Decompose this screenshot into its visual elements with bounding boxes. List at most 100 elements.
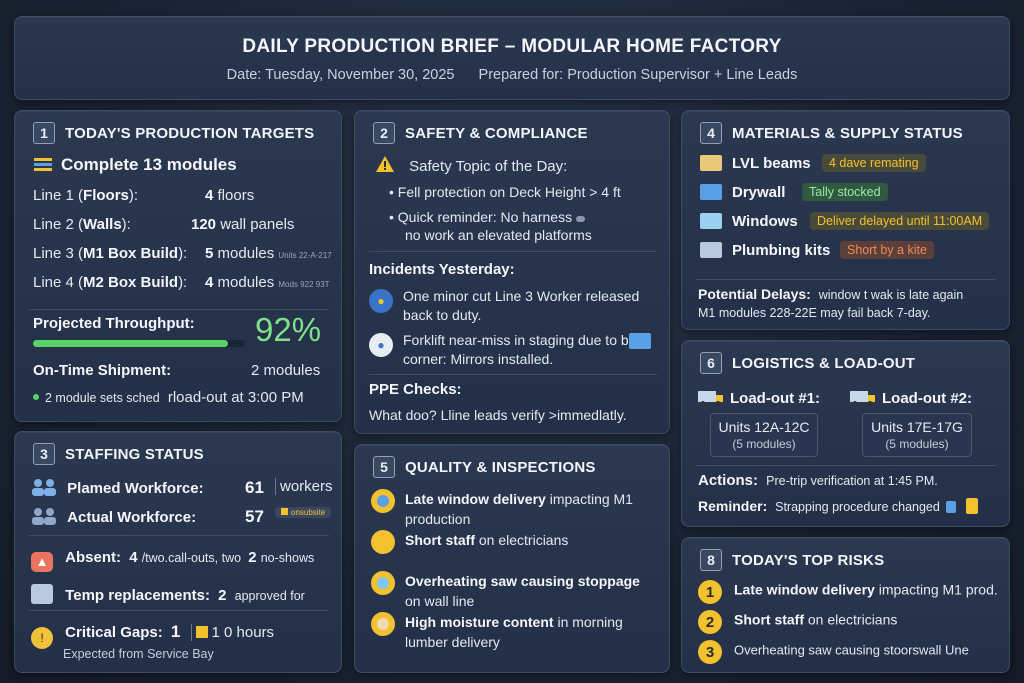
inspector-icon — [371, 571, 395, 595]
gaps-note: Expected from Service Bay — [63, 647, 214, 661]
absent-c: 2 — [248, 549, 257, 566]
line-target-unit: wall panels — [220, 216, 295, 233]
risk-main: Late window delivery — [734, 581, 875, 598]
logistics-panel: 6 LOGISTICS & LOAD-OUT Load-out #1: Unit… — [681, 340, 1010, 527]
actual-row: Actual Workforce: 57 onsubsite — [31, 507, 332, 526]
line-label-bold: M2 Box Build — [83, 274, 179, 291]
material-status: Tally stocked — [802, 183, 888, 201]
material-status-pill: Tally stocked — [802, 183, 888, 201]
inspector-icon — [371, 530, 395, 554]
load1-label: Load-out #1: — [698, 389, 820, 407]
target-line: Line 4 (M2 Box Build): — [33, 274, 187, 291]
load2-count: (5 modules) — [885, 437, 949, 451]
load2-units: Units 17E-17G — [871, 419, 963, 435]
quality-item-rest: impacting M1 — [545, 491, 633, 507]
inspector-icon — [371, 489, 395, 513]
section-title: QUALITY & INSPECTIONS — [405, 458, 596, 476]
divider — [29, 610, 329, 611]
material-status: Deliver delayed until 11:00AM — [810, 212, 990, 230]
line-target-note: Units 22-A-217 — [278, 251, 332, 260]
line-label: Line 1 ( — [33, 187, 84, 204]
quality-item-main: High moisture content — [405, 614, 554, 630]
safety-bullet: • Fell protection on Deck Height > 4 ft — [389, 184, 621, 200]
incident-1: ● One minor cut Line 3 Worker released b… — [369, 287, 659, 325]
material-icon — [700, 155, 722, 171]
material-item: LVL beams — [700, 155, 811, 172]
gaps-value: 1 — [170, 622, 181, 641]
line-label: Line 4 ( — [33, 274, 84, 291]
strap-icon — [946, 501, 956, 513]
worker-icon: ● — [369, 289, 393, 313]
targets-header: 1 TODAY'S PRODUCTION TARGETS — [33, 121, 341, 145]
line-target-unit: floors — [217, 187, 255, 204]
material-name: Plumbing kits — [732, 242, 831, 259]
divider — [29, 309, 329, 310]
inspector-icon — [371, 612, 395, 636]
targets-panel: 1 TODAY'S PRODUCTION TARGETS Complete 13… — [14, 110, 342, 422]
throughput-value: 92% — [255, 311, 322, 348]
mirror-icon — [629, 333, 651, 349]
section-number: 8 — [700, 549, 722, 571]
line-target-unit: modules — [217, 245, 275, 262]
risk-rest: impacting M1 prod. — [874, 581, 998, 598]
section-title: STAFFING STATUS — [65, 445, 204, 463]
ppe-label: PPE Checks: — [369, 381, 462, 398]
divider — [29, 535, 329, 536]
risk-rest: Overheating saw causing stoorswall Une — [734, 642, 969, 658]
quality-item-rest: on electricians — [475, 532, 569, 548]
people-icon — [31, 478, 57, 496]
material-status-pill: 4 dave remating — [822, 154, 926, 172]
gaps-hours: 1 0 hours — [190, 624, 275, 641]
material-status-pill: Short by a kite — [840, 241, 934, 259]
section-title: LOGISTICS & LOAD-OUT — [732, 354, 916, 372]
temp-unit: approved for — [234, 589, 305, 603]
people-icon — [31, 507, 57, 525]
risk-rank: 3 — [698, 640, 722, 664]
reminder-label: Reminder: — [698, 498, 768, 514]
divider — [696, 279, 996, 280]
planned-unit: workers — [275, 478, 333, 495]
ppe-text: What doo? Lline leads verify >immedlatly… — [369, 407, 627, 423]
line-label-end: ): — [121, 216, 131, 233]
throughput-bar-fill — [33, 340, 229, 347]
material-icon — [700, 242, 722, 258]
material-status: 4 dave remating — [822, 154, 926, 172]
material-icon — [700, 184, 722, 200]
quality-item-cont: on wall line — [405, 593, 475, 609]
load1-count: (5 modules) — [732, 437, 796, 451]
prepared-for: Prepared for: Production Supervisor + Li… — [478, 67, 798, 83]
page-title: DAILY PRODUCTION BRIEF – MODULAR HOME FA… — [242, 36, 782, 57]
targets-headline: Complete 13 modules — [33, 155, 237, 175]
target-line: Line 2 (Walls): — [33, 216, 131, 233]
quality-header: 5 QUALITY & INSPECTIONS — [373, 455, 669, 479]
absent-d: no-shows — [260, 551, 315, 565]
load1-units: Units 12A-12C — [718, 419, 810, 435]
line-target-value: 5 — [205, 245, 214, 262]
staffing-header: 3 STAFFING STATUS — [33, 442, 341, 466]
section-number: 3 — [33, 443, 55, 465]
gaps-hours-text: 1 0 hours — [211, 624, 275, 641]
brief-date: Date: Tuesday, November 30, 2025 — [226, 67, 455, 83]
line-target-value: 4 — [205, 187, 214, 204]
load1-label-text: Load-out #1: — [730, 390, 820, 407]
staffing-panel: 3 STAFFING STATUS Plamed Workforce: 61 w… — [14, 431, 342, 673]
safety-bullet-text: Fell protection on Deck Height > 4 ft — [397, 184, 621, 200]
section-title: MATERIALS & SUPPLY STATUS — [732, 124, 963, 142]
actions-text: Pre-trip verification at 1:45 PM. — [766, 474, 938, 488]
truck-icon — [698, 389, 724, 405]
quality-panel: 5 QUALITY & INSPECTIONS Late window deli… — [354, 444, 670, 673]
line-target: 120 wall panels — [191, 216, 294, 233]
ontime-label: On-Time Shipment: — [33, 362, 172, 379]
worker-helmet-icon: ● — [369, 333, 393, 357]
section-title: SAFETY & COMPLIANCE — [405, 124, 588, 142]
material-item: Drywall — [700, 184, 785, 201]
stack-icon — [33, 156, 53, 172]
line-target-value: 120 — [191, 216, 217, 233]
tag-icon — [966, 498, 978, 514]
safety-header: 2 SAFETY & COMPLIANCE — [373, 121, 669, 145]
line-label: Line 2 ( — [33, 216, 84, 233]
line-target-note: Mods 922 93T — [278, 280, 330, 289]
sched-line: 2 module sets sched rload-out at 3:00 PM — [33, 389, 304, 406]
incident-2-text: Forklift near-miss in staging due to bli… — [403, 332, 651, 367]
temp-label: Temp replacements: — [65, 587, 210, 604]
